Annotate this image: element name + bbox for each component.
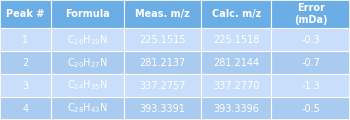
Text: -0.3: -0.3 <box>301 35 320 45</box>
Text: Formula: Formula <box>65 9 110 19</box>
Bar <box>0 0 350 28</box>
Text: -0.5: -0.5 <box>301 104 320 114</box>
Bar <box>0 28 350 51</box>
Text: Calc. m/z: Calc. m/z <box>212 9 261 19</box>
Text: 225.1515: 225.1515 <box>140 35 186 45</box>
Bar <box>0 97 350 120</box>
Text: $\mathregular{C}_{28}\mathregular{H}_{43}\mathregular{N}$: $\mathregular{C}_{28}\mathregular{H}_{43… <box>67 102 108 115</box>
Text: $\mathregular{C}_{24}\mathregular{H}_{35}\mathregular{N}$: $\mathregular{C}_{24}\mathregular{H}_{35… <box>67 79 108 93</box>
Text: -1.3: -1.3 <box>301 81 320 91</box>
Text: 393.3391: 393.3391 <box>140 104 186 114</box>
Text: 3: 3 <box>22 81 28 91</box>
Text: 2: 2 <box>22 58 28 68</box>
Text: Error
(mDa): Error (mDa) <box>294 3 328 25</box>
Text: 4: 4 <box>22 104 28 114</box>
Text: 337.2770: 337.2770 <box>213 81 259 91</box>
Text: $\mathregular{C}_{20}\mathregular{H}_{27}\mathregular{N}$: $\mathregular{C}_{20}\mathregular{H}_{27… <box>67 56 108 69</box>
Text: 1: 1 <box>22 35 28 45</box>
Text: 393.3396: 393.3396 <box>213 104 259 114</box>
Text: 281.2137: 281.2137 <box>140 58 186 68</box>
Text: Meas. m/z: Meas. m/z <box>135 9 190 19</box>
Text: -0.7: -0.7 <box>301 58 320 68</box>
Text: $\mathregular{C}_{16}\mathregular{H}_{19}\mathregular{N}$: $\mathregular{C}_{16}\mathregular{H}_{19… <box>67 33 108 47</box>
Bar <box>0 51 350 74</box>
Text: 281.2144: 281.2144 <box>213 58 259 68</box>
Bar <box>0 74 350 97</box>
Text: 225.1518: 225.1518 <box>213 35 259 45</box>
Text: 337.2757: 337.2757 <box>140 81 186 91</box>
Text: Peak #: Peak # <box>6 9 44 19</box>
